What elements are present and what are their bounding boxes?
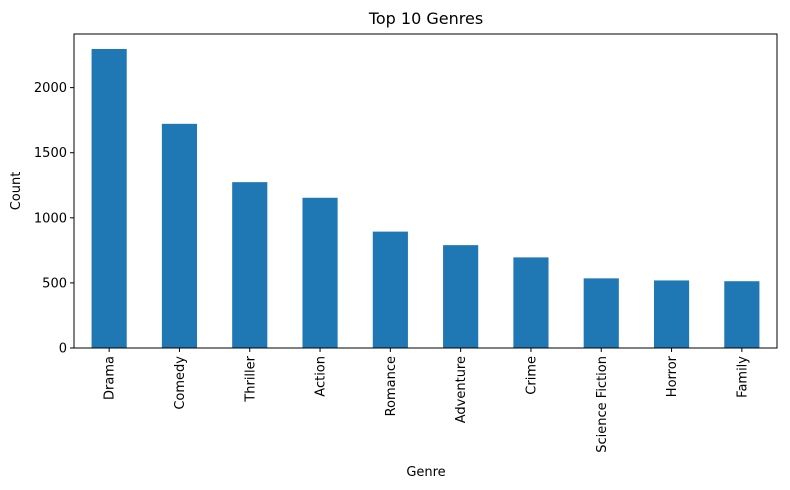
x-axis-label: Genre xyxy=(406,465,445,480)
bar-adventure xyxy=(443,245,479,348)
y-tick-label: 2000 xyxy=(34,81,67,96)
bar-science-fiction xyxy=(583,278,619,348)
bar-action xyxy=(302,197,338,348)
x-tick-label: Horror xyxy=(665,355,680,397)
bar-romance xyxy=(372,231,408,348)
plot-frame xyxy=(73,33,778,349)
bar-drama xyxy=(91,48,127,348)
y-tick-label: 1500 xyxy=(34,146,67,161)
x-tick-label: Comedy xyxy=(173,356,188,410)
x-tick-label: Drama xyxy=(103,356,118,400)
x-tick-label: Adventure xyxy=(454,356,469,423)
x-axis-ticks: Drama Comedy Thriller Action Romance Adventur… xyxy=(103,348,750,453)
chart-title: Top 10 Genres xyxy=(368,9,483,28)
bar-family xyxy=(724,281,760,348)
y-axis-ticks: 0 500 1000 1500 2000 xyxy=(34,81,74,357)
x-tick-label: Action xyxy=(314,356,329,397)
x-tick-label: Family xyxy=(735,356,750,398)
x-tick-label: Crime xyxy=(524,356,539,395)
bar-thriller xyxy=(232,182,268,348)
y-axis-label: Count xyxy=(9,172,24,211)
bars-group xyxy=(91,48,760,349)
bar-comedy xyxy=(161,123,198,349)
x-tick-label: Thriller xyxy=(243,355,258,402)
y-tick-label: 500 xyxy=(42,276,67,291)
x-tick-label: Science Fiction xyxy=(595,356,610,453)
x-tick-label: Romance xyxy=(384,356,399,416)
y-tick-label: 0 xyxy=(59,342,67,357)
y-tick-label: 1000 xyxy=(34,211,67,226)
bar-horror xyxy=(653,280,690,348)
bar-crime xyxy=(513,257,549,348)
